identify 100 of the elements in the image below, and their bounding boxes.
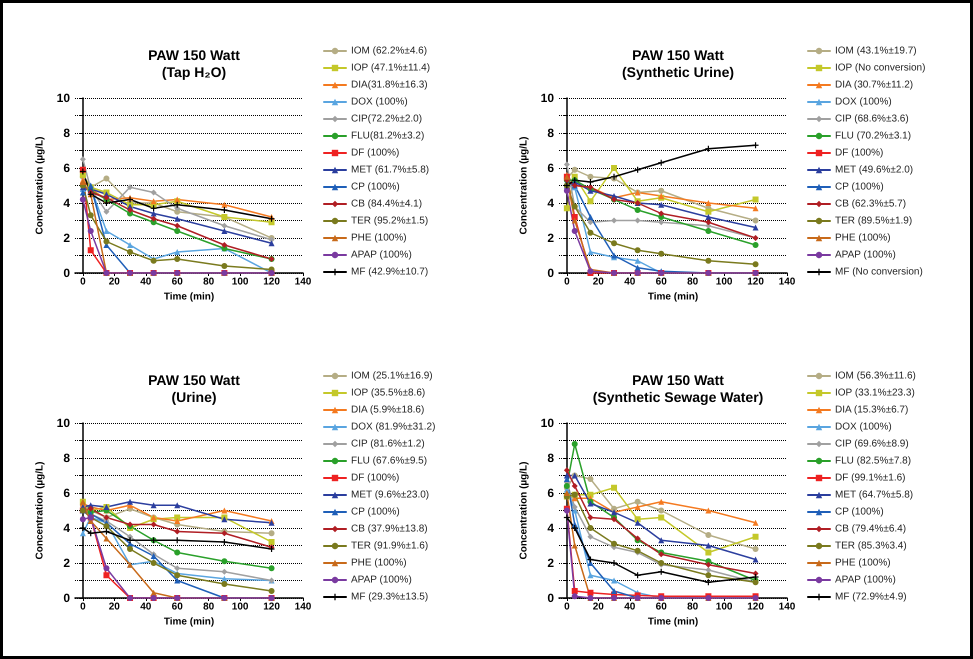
legend-label: IOM (43.1%±19.7) <box>835 46 917 56</box>
y-tick-label: 2 <box>63 556 70 570</box>
x-tick-label: 80 <box>203 276 215 288</box>
y-tick-label: 2 <box>547 556 554 570</box>
legend-label: TER (95.2%±1.5) <box>351 216 428 226</box>
x-tick-label: 60 <box>656 602 668 612</box>
x-tick-label: 120 <box>263 276 280 288</box>
legend-label: APAP (100%) <box>835 250 896 260</box>
y-tick-label: 4 <box>547 521 554 535</box>
chart-subtitle: (Urine) <box>171 389 217 405</box>
legend-label: TER (89.5%±1.9) <box>835 216 912 226</box>
legend-label: DF (99.1%±1.6) <box>835 472 906 484</box>
legend-label: CB (79.4%±6.4) <box>835 524 906 534</box>
x-tick-label: 80 <box>203 602 215 612</box>
legend-label: TER (91.9%±1.6) <box>351 540 428 552</box>
legend-label: IOM (56.3%±11.6) <box>835 370 916 382</box>
x-tick-label: 0 <box>80 602 86 612</box>
chart-subtitle: (Synthetic Urine) <box>622 64 734 80</box>
legend-label: MF (72.9%±4.9) <box>835 592 907 602</box>
y-tick-label: 4 <box>63 521 70 535</box>
x-axis-title: Time (min) <box>164 291 214 302</box>
legend-label: MET (64.7%±5.8) <box>835 490 914 500</box>
legend-label: MF (42.9%±10.7) <box>351 266 428 278</box>
legend-label: PHE (100%) <box>835 232 891 244</box>
y-tick-label: 10 <box>56 416 70 430</box>
x-tick-label: 40 <box>624 276 636 288</box>
legend-label: IOM (25.1%±16.9) <box>351 370 433 382</box>
chart-title: PAW 150 Watt <box>632 47 724 63</box>
legend-label: MF (No conversion) <box>835 266 923 278</box>
x-tick-label: 60 <box>172 276 184 288</box>
y-axis-title: Concentration (µg/L) <box>34 136 46 234</box>
y-tick-label: 2 <box>63 231 70 245</box>
legend-label: DOX (100%) <box>835 422 892 432</box>
legend-label: CIP (69.6%±8.9) <box>835 438 909 450</box>
x-tick-label: 120 <box>747 602 764 612</box>
legend-label: CB (84.4%±4.1) <box>351 198 422 210</box>
y-tick-label: 2 <box>547 231 554 245</box>
x-tick-label: 140 <box>294 602 312 612</box>
legend-label: DIA(31.8%±16.3) <box>351 80 428 90</box>
x-tick-label: 100 <box>232 276 249 288</box>
y-tick-label: 4 <box>63 196 70 210</box>
legend-label: IOP (No conversion) <box>835 62 926 74</box>
x-tick-label: 20 <box>108 276 120 288</box>
x-tick-label: 80 <box>687 602 699 612</box>
x-tick-label: 60 <box>172 602 184 612</box>
legend-label: IOP (35.5%±8.6) <box>351 388 426 398</box>
legend-label: CP (100%) <box>835 506 884 518</box>
legend-label: CIP(72.2%±2.0) <box>351 114 422 124</box>
legend-label: IOP (33.1%±23.3) <box>835 388 915 398</box>
x-tick-label: 40 <box>624 602 636 612</box>
legend-label: TER (85.3%3.4) <box>835 540 907 552</box>
chart-title: PAW 150 Watt <box>148 372 240 388</box>
legend-label: FLU (70.2%±3.1) <box>835 130 912 142</box>
x-tick-label: 0 <box>564 602 570 612</box>
x-tick-label: 140 <box>778 276 796 288</box>
legend-label: DF (100%) <box>351 472 400 484</box>
x-axis-title: Time (min) <box>648 616 698 628</box>
x-axis-title: Time (min) <box>164 616 214 628</box>
y-tick-label: 10 <box>540 416 554 430</box>
legend-label: PHE (100%) <box>835 558 891 568</box>
chart-title: PAW 150 Watt <box>148 47 240 63</box>
chart-subtitle: (Tap H₂O) <box>162 64 226 80</box>
y-axis-title: Concentration (µg/L) <box>518 136 530 234</box>
legend-label: DIA (15.3%±6.7) <box>835 404 908 416</box>
legend-label: FLU (82.5%±7.8) <box>835 456 912 466</box>
legend-label: DF (100%) <box>835 148 884 158</box>
chart-subtitle: (Synthetic Sewage Water) <box>592 389 764 405</box>
legend-label: DOX (100%) <box>835 96 892 108</box>
x-tick-label: 60 <box>656 276 668 288</box>
x-tick-label: 20 <box>592 602 604 612</box>
legend-label: CIP (81.6%±1.2) <box>351 438 425 450</box>
x-tick-label: 100 <box>716 276 733 288</box>
x-tick-label: 140 <box>294 276 312 288</box>
y-tick-label: 6 <box>547 486 554 500</box>
y-tick-label: 6 <box>63 161 70 175</box>
legend-label: CP (100%) <box>835 182 884 192</box>
legend-label: MF (29.3%±13.5) <box>351 592 428 602</box>
chart-title: PAW 150 Watt <box>632 372 724 388</box>
legend-label: PHE (100%) <box>351 558 407 568</box>
legend-label: APAP (100%) <box>351 250 412 260</box>
y-tick-label: 4 <box>547 196 554 210</box>
legend-label: IOP (47.1%±11.4) <box>351 62 430 74</box>
y-tick-label: 8 <box>63 451 70 465</box>
y-tick-label: 8 <box>547 126 554 140</box>
legend-label: CP (100%) <box>351 182 400 192</box>
y-tick-label: 8 <box>547 451 554 465</box>
y-tick-label: 6 <box>63 486 70 500</box>
y-axis-title: Concentration (µg/L) <box>518 462 530 560</box>
y-tick-label: 8 <box>63 126 70 140</box>
x-tick-label: 120 <box>747 276 764 288</box>
legend-label: IOM (62.2%±4.6) <box>351 46 428 56</box>
x-tick-label: 140 <box>778 602 796 612</box>
legend-label: CB (62.3%±5.7) <box>835 198 906 210</box>
legend-label: CIP (68.6%±3.6) <box>835 114 909 124</box>
legend-label: MET (49.6%±2.0) <box>835 164 914 176</box>
legend-label: CB (37.9%±13.8) <box>351 524 428 534</box>
legend-label: FLU (67.6%±9.5) <box>351 456 428 466</box>
legend-label: DOX (100%) <box>351 96 408 108</box>
y-tick-label: 6 <box>547 161 554 175</box>
y-tick-label: 10 <box>540 91 554 105</box>
